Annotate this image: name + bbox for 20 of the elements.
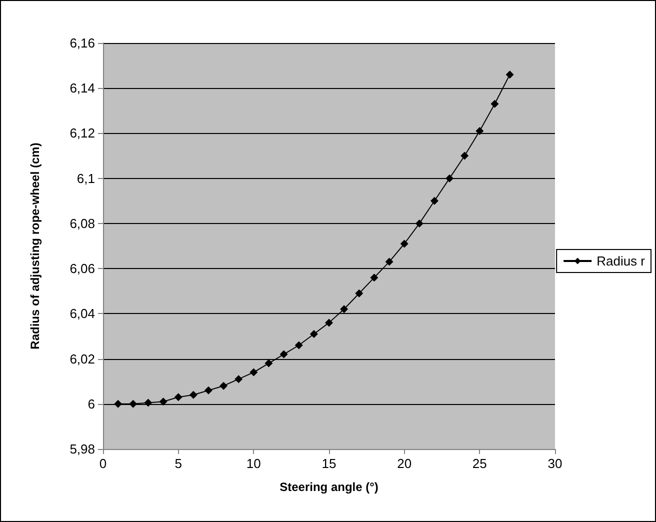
x-tick-label: 10	[246, 456, 261, 471]
y-tick-label: 6,02	[70, 351, 95, 366]
x-axis-title: Steering angle (°)	[280, 480, 378, 494]
legend-label: Radius r	[596, 254, 646, 268]
y-tick-label: 6,1	[76, 170, 95, 186]
x-tick-label: 15	[322, 456, 336, 471]
y-axis-title: Radius of adjusting rope-wheel (cm)	[28, 142, 42, 350]
x-tick-label: 5	[174, 456, 182, 471]
y-tick-label: 6,04	[70, 306, 95, 322]
y-tick-label: 6,06	[70, 261, 95, 276]
y-tick-label: 6,14	[70, 80, 95, 96]
y-tick-label: 6,12	[70, 126, 95, 141]
x-tick-label: 0	[99, 456, 107, 471]
y-tick-label: 6,16	[70, 36, 95, 50]
x-tick-label: 25	[472, 456, 487, 471]
y-tick-label: 5,98	[70, 442, 95, 456]
y-tick-label: 6,08	[70, 216, 95, 231]
x-tick-label: 20	[397, 456, 412, 471]
x-tick-label: 30	[548, 456, 562, 471]
y-tick-label: 6	[88, 396, 95, 412]
